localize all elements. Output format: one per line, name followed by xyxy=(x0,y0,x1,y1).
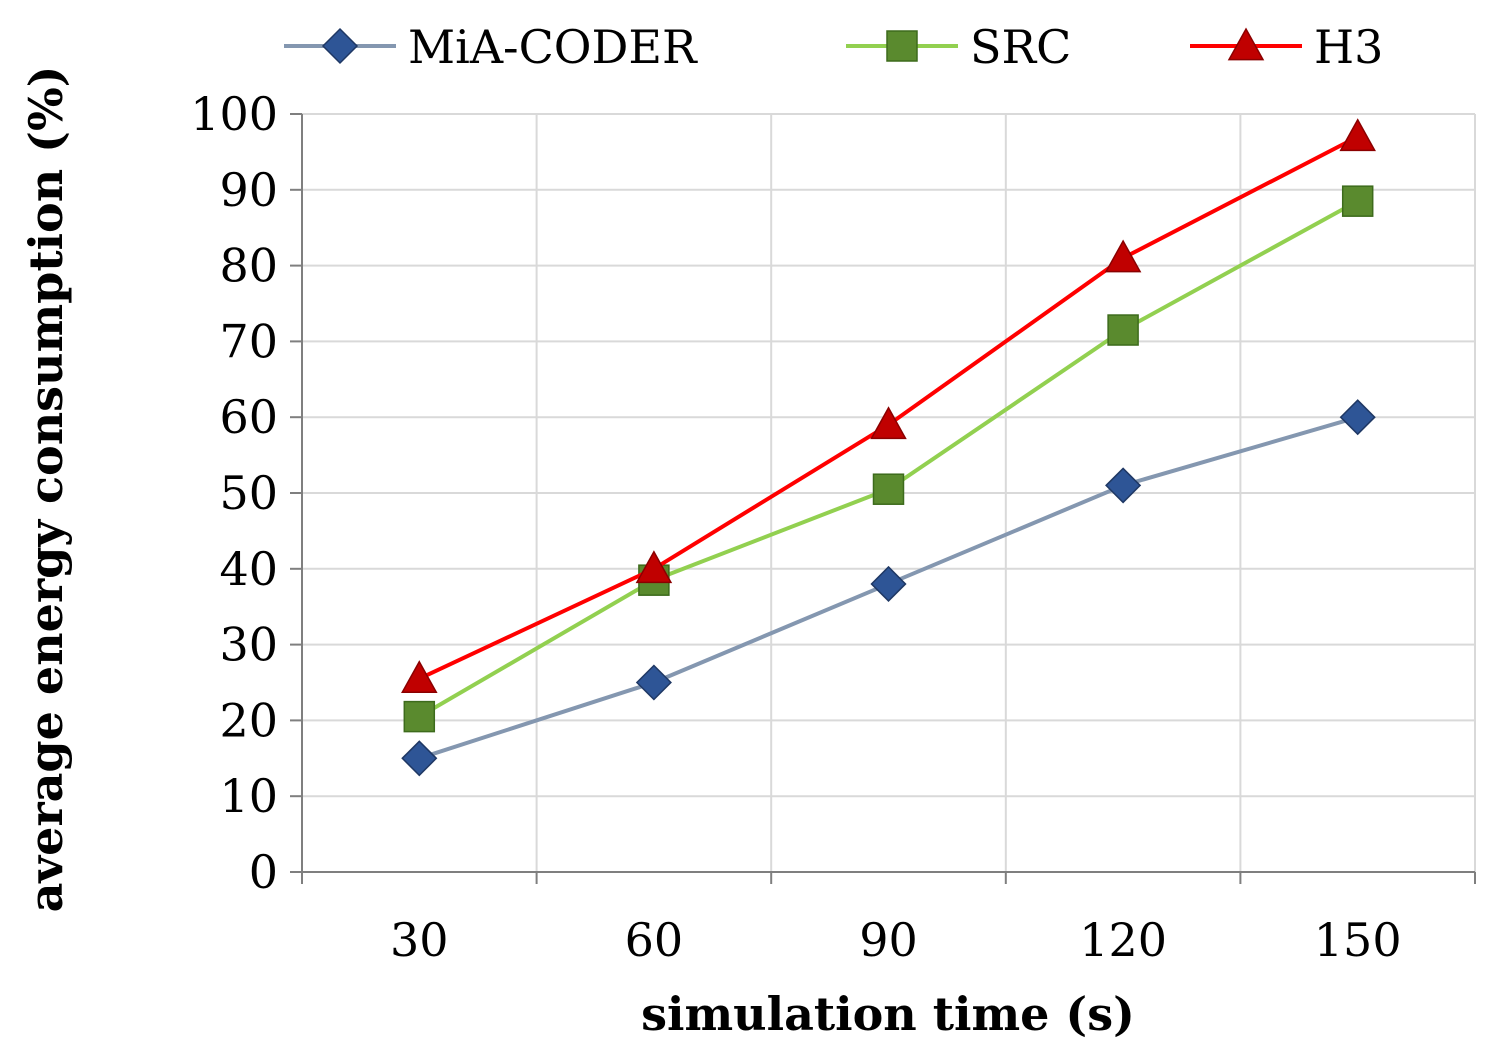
grid xyxy=(302,113,1476,872)
series-group xyxy=(401,118,1376,777)
y-tick-label: 50 xyxy=(219,466,278,520)
y-tick-label: 10 xyxy=(219,769,278,823)
y-axis-title: average energy consumption (%) xyxy=(19,66,73,913)
data-point-mia-coder xyxy=(1105,467,1142,504)
data-point-mia-coder xyxy=(870,565,907,603)
legend-marker-mia-coder xyxy=(321,27,359,65)
data-point-src xyxy=(872,473,905,505)
x-tick-label: 90 xyxy=(859,913,918,967)
legend-item-h3: H3 xyxy=(1190,20,1383,74)
data-point-h3 xyxy=(870,406,907,440)
y-tick-label: 70 xyxy=(219,314,278,368)
legend-item-mia-coder: MiA-CODER xyxy=(284,20,698,74)
legend-label-h3: H3 xyxy=(1314,20,1383,74)
x-axis-ticks: 30 60 90 120 150 xyxy=(301,872,1476,967)
legend-marker-src xyxy=(886,30,918,62)
data-point-h3 xyxy=(401,660,438,694)
x-tick-label: 30 xyxy=(390,913,449,967)
legend-label-mia-coder: MiA-CODER xyxy=(408,20,698,74)
legend-marker-h3 xyxy=(1227,27,1265,61)
y-tick-label: 90 xyxy=(219,163,278,217)
legend: MiA-CODER SRC H3 xyxy=(284,20,1383,74)
x-tick-label: 60 xyxy=(625,913,684,967)
y-tick-label: 100 xyxy=(190,87,278,141)
y-axis-ticks: 0 10 20 30 40 50 60 70 80 90 100 xyxy=(190,87,302,899)
data-point-mia-coder xyxy=(401,740,438,777)
y-tick-label: 30 xyxy=(219,618,278,672)
legend-label-src: SRC xyxy=(970,20,1071,74)
data-point-src xyxy=(1341,185,1374,217)
data-point-src xyxy=(403,700,436,733)
x-axis-title: simulation time (s) xyxy=(641,987,1135,1041)
data-point-mia-coder xyxy=(635,664,672,701)
data-point-mia-coder xyxy=(1339,399,1376,436)
x-tick-label: 120 xyxy=(1079,913,1167,967)
y-tick-label: 20 xyxy=(219,693,278,747)
legend-item-src: SRC xyxy=(846,20,1071,74)
y-tick-label: 0 xyxy=(249,845,278,899)
y-tick-label: 80 xyxy=(219,239,278,293)
data-point-src xyxy=(1107,314,1139,346)
data-point-h3 xyxy=(635,550,673,584)
series-src xyxy=(403,185,1374,733)
series-h3 xyxy=(401,118,1376,694)
y-tick-label: 40 xyxy=(219,542,278,596)
y-tick-label: 60 xyxy=(219,390,278,444)
data-point-h3 xyxy=(1104,239,1142,273)
series-mia-coder xyxy=(401,399,1376,777)
data-point-h3 xyxy=(1339,118,1376,152)
x-tick-label: 150 xyxy=(1314,913,1402,967)
